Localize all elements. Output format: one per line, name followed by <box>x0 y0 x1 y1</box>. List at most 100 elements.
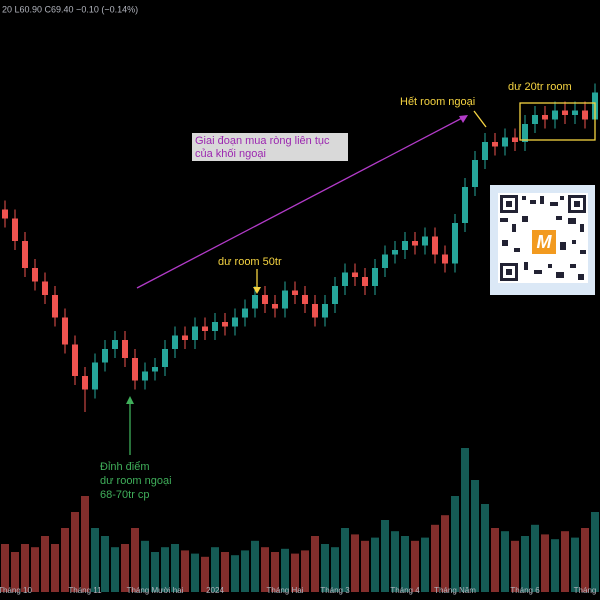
x-tick-label: Tháng 6 <box>510 586 540 595</box>
candle-body <box>152 367 158 372</box>
candle-body <box>112 340 118 349</box>
candle-body <box>62 317 68 345</box>
volume-bar <box>361 540 369 592</box>
candle-body <box>292 290 298 295</box>
volume-bar <box>481 504 489 592</box>
x-tick-label: Tháng 3 <box>320 586 350 595</box>
volume-bar <box>61 528 69 592</box>
candle-body <box>422 236 428 246</box>
candle-body <box>442 254 448 264</box>
volume-bar <box>1 544 9 592</box>
volume-bar <box>431 524 439 592</box>
candle-body <box>352 272 358 277</box>
trend-arrow <box>136 115 467 289</box>
candle-body <box>12 218 18 241</box>
candle-body <box>2 209 8 219</box>
volume-bar <box>561 531 569 592</box>
annotation: dư room 50tr <box>218 256 282 268</box>
candle-body <box>242 308 248 318</box>
volume-bar <box>281 548 289 592</box>
x-tick-label: Tháng Mười hai <box>127 586 184 595</box>
candle-body <box>272 304 278 309</box>
volume-bar <box>131 528 139 592</box>
volume-bar <box>91 528 99 592</box>
candle-body <box>72 344 78 376</box>
candle-body <box>482 142 488 160</box>
candle-body <box>132 358 138 381</box>
candle-body <box>372 268 378 286</box>
candle-body <box>402 241 408 250</box>
candle-body <box>22 241 28 268</box>
volume-bar <box>161 547 169 592</box>
x-tick-label: Tháng <box>574 586 597 595</box>
volume-bar <box>291 553 299 592</box>
volume-layer <box>1 448 599 592</box>
x-tick-label: 2024 <box>206 586 224 595</box>
qr-code: M <box>490 185 595 295</box>
volume-bar <box>341 528 349 592</box>
volume-bar <box>241 550 249 592</box>
volume-bar <box>301 550 309 592</box>
candle-body <box>252 295 258 309</box>
volume-bar <box>251 540 259 592</box>
volume-bar <box>591 512 599 592</box>
volume-bar <box>511 540 519 592</box>
volume-bar <box>201 556 209 592</box>
volume-bar <box>221 552 229 592</box>
volume-bar <box>581 528 589 592</box>
volume-bar <box>171 544 179 592</box>
volume-bar <box>411 540 419 592</box>
candle-body <box>392 250 398 255</box>
candle-body <box>122 340 128 358</box>
x-tick-label: Tháng 4 <box>390 586 420 595</box>
volume-bar <box>351 534 359 592</box>
volume-bar <box>141 540 149 592</box>
arrow <box>473 110 487 128</box>
candle-body <box>282 290 288 309</box>
candle-body <box>542 115 548 120</box>
annotation-box <box>192 133 348 161</box>
candle-body <box>82 376 88 390</box>
volume-bar <box>271 552 279 592</box>
volume-bar <box>41 536 49 592</box>
candle-body <box>172 335 178 349</box>
volume-bar <box>381 520 389 592</box>
candle-body <box>92 362 98 390</box>
candle-body <box>562 110 568 115</box>
candle-body <box>312 304 318 318</box>
volume-bar <box>471 480 479 592</box>
candle-body <box>462 187 468 223</box>
volume-bar <box>261 547 269 592</box>
annotation: Hết room ngoại <box>400 96 475 108</box>
annotation: của khối ngoại <box>195 148 266 160</box>
volume-bar <box>321 544 329 592</box>
arrow-head <box>126 396 134 404</box>
volume-bar <box>121 544 129 592</box>
x-tick-label: Tháng Năm <box>434 586 476 595</box>
candle-body <box>472 160 478 187</box>
x-tick-label: Tháng Hai <box>267 586 304 595</box>
volume-bar <box>401 536 409 592</box>
volume-bar <box>441 515 449 592</box>
candle-body <box>102 349 108 363</box>
volume-bar <box>311 536 319 592</box>
candle-body <box>332 286 338 304</box>
candle-body <box>202 326 208 331</box>
arrow-head <box>253 287 261 294</box>
candle-body <box>32 268 38 282</box>
candle-body <box>322 304 328 318</box>
volume-bar <box>71 512 79 592</box>
volume-bar <box>491 528 499 592</box>
volume-bar <box>451 496 459 592</box>
volume-bar <box>461 448 469 592</box>
candle-body <box>532 115 538 124</box>
volume-bar <box>211 547 219 592</box>
x-tick-label: Tháng 10 <box>0 586 32 595</box>
annotation: 68-70tr cp <box>100 489 150 501</box>
candle-body <box>522 124 528 142</box>
volume-bar <box>521 536 529 592</box>
candle-body <box>492 142 498 147</box>
ohlc-legend: 20 L60.90 C69.40 −0.10 (−0.14%) <box>2 4 138 14</box>
volume-bar <box>331 547 339 592</box>
